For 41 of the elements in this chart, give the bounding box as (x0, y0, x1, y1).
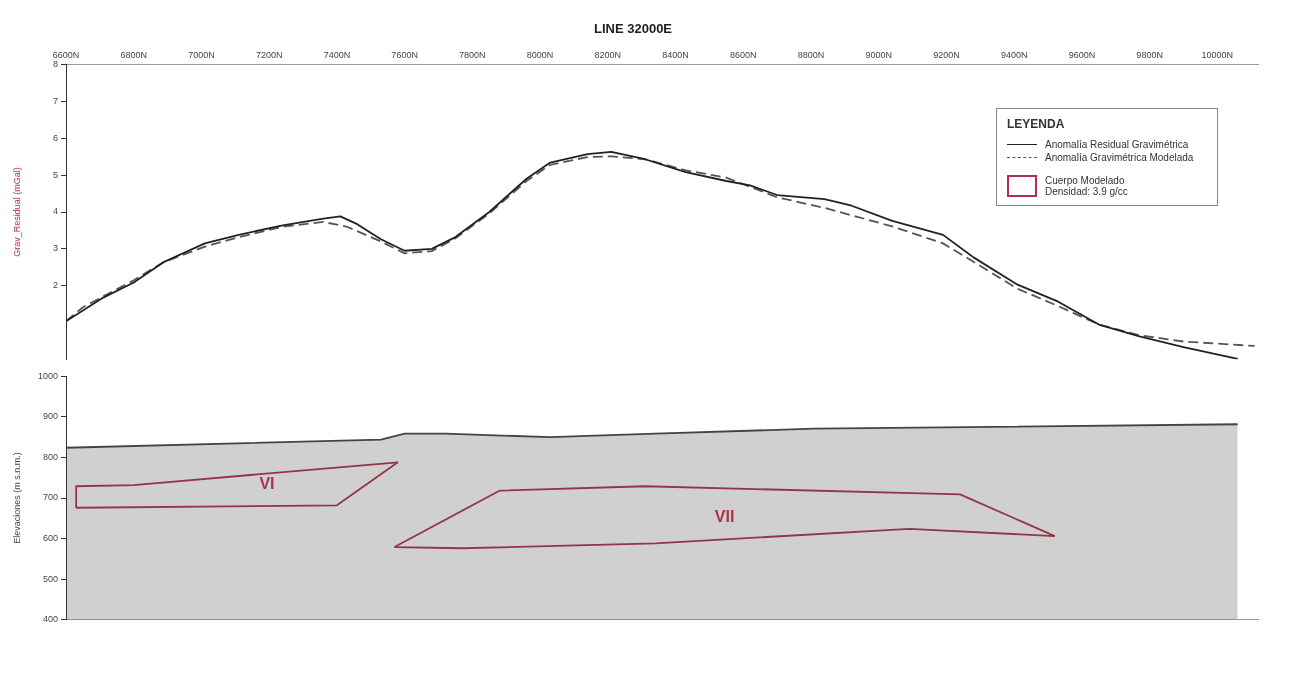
y-tick-label: 800 (42, 451, 58, 462)
x-tick-label: 9000N (865, 50, 892, 61)
x-tick-label: 9400N (1000, 50, 1028, 61)
chart-title: LINE 32000E (593, 21, 673, 37)
y-tick-label: 6 (52, 132, 58, 143)
y-tick-label: 700 (42, 492, 58, 503)
y-axis-title: Grav_Residual (mGal) (11, 167, 22, 257)
x-tick-label: 8800N (797, 50, 825, 61)
y-tick-label: 4 (52, 206, 58, 217)
y-axis-title: Elevaciones (m s.n.m.) (11, 452, 22, 544)
y-tick-label: 7 (52, 95, 58, 106)
y-tick-label: 2 (52, 280, 58, 291)
x-tick-label: 9200N (933, 50, 960, 61)
annotation: VI (259, 475, 275, 493)
y-tick-label: 600 (42, 533, 58, 544)
y-tick-label: 400 (42, 614, 58, 625)
x-tick-label: 6600N (52, 50, 80, 61)
text: Cuerpo Modelado Densidad: 3.9 g/cc (1045, 175, 1128, 197)
y-tick-label: 900 (42, 411, 58, 422)
legend-label: Anomalía Residual Gravimétrica (1045, 139, 1189, 150)
x-tick-label: 8400N (662, 50, 689, 61)
x-tick-label: 7600N (391, 50, 418, 61)
x-tick-label: 6800N (120, 50, 147, 61)
x-tick-label: 9600N (1068, 50, 1096, 61)
x-tick-label: 8600N (730, 50, 757, 61)
x-tick-label: 7000N (188, 50, 215, 61)
legend-label: Anomalía Gravimétrica Modelada (1045, 152, 1194, 163)
y-tick-label: 8 (52, 58, 58, 69)
x-tick-label: 8200N (594, 50, 622, 61)
x-tick-label: 8000N (526, 50, 554, 61)
x-tick-label: 7400N (323, 50, 351, 61)
legend-title: LEYENDA (1007, 117, 1066, 131)
y-tick-label: 500 (42, 573, 58, 584)
y-tick-label: 5 (52, 169, 58, 180)
y-tick-label: 1000 (37, 370, 58, 381)
x-tick-label: 7200N (255, 50, 283, 61)
annotation: VII (714, 507, 735, 525)
x-tick-label: 10000N (1201, 50, 1234, 61)
x-tick-label: 9800N (1136, 50, 1163, 61)
y-tick-label: 3 (52, 243, 58, 254)
x-tick-label: 7800N (459, 50, 486, 61)
